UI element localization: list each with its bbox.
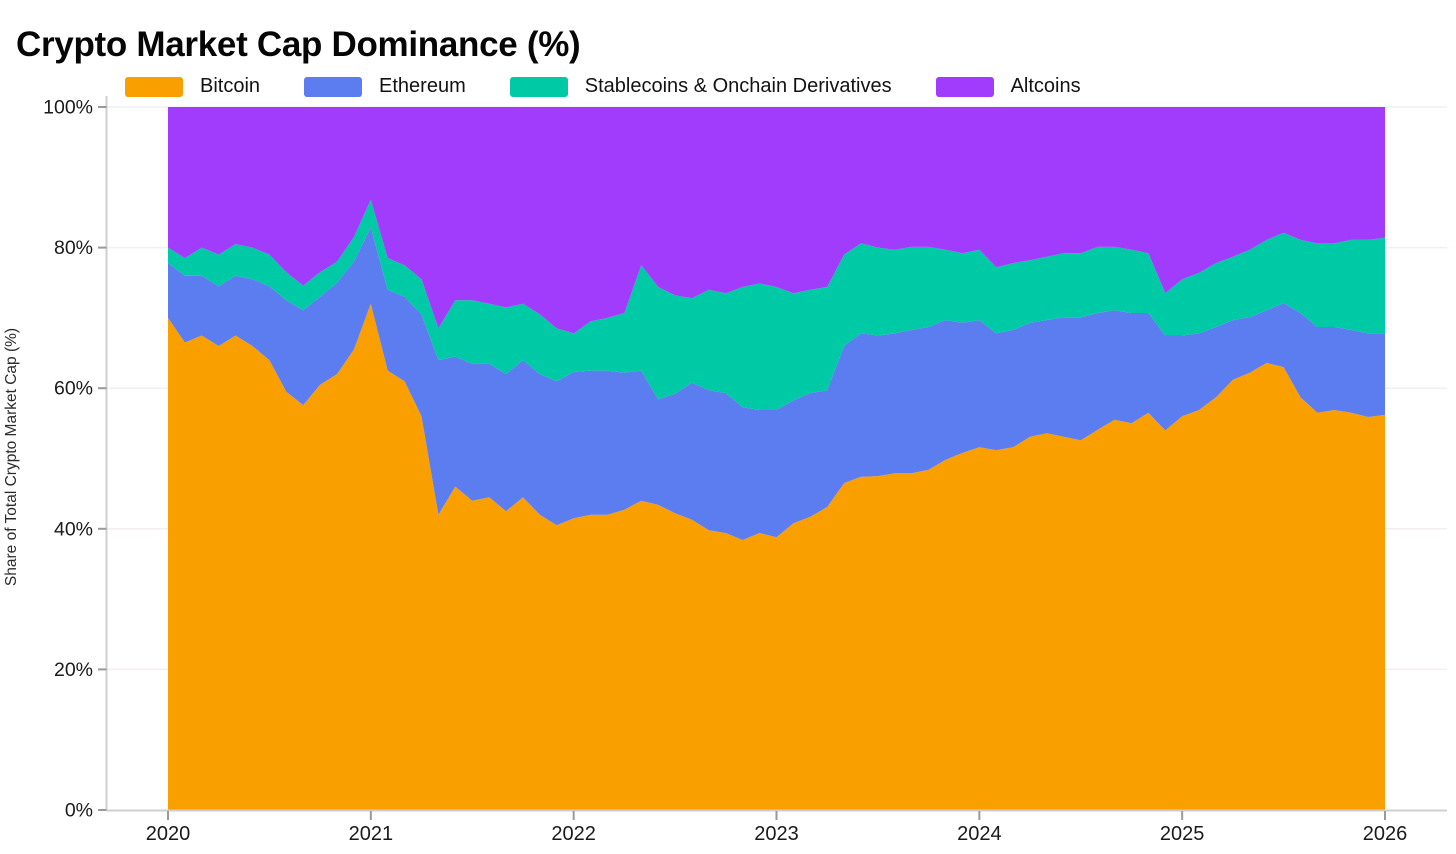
y-tick-label: 40% <box>54 518 93 540</box>
legend-swatch-icon <box>304 76 363 97</box>
x-tick-label: 2026 <box>1363 823 1408 845</box>
legend-item-stablecoins-onchain-derivatives: Stablecoins & Onchain Derivatives <box>509 75 892 98</box>
y-tick-label: 100% <box>43 97 93 119</box>
legend-label: Ethereum <box>379 75 466 97</box>
legend-item-bitcoin: Bitcoin <box>125 75 260 98</box>
legend-swatch-icon <box>935 76 994 97</box>
y-tick-label: 20% <box>54 659 93 681</box>
y-tick-label: 80% <box>54 237 93 259</box>
legend-label: Stablecoins & Onchain Derivatives <box>584 75 892 97</box>
chart-title: Crypto Market Cap Dominance (%) <box>16 25 581 65</box>
legend-label: Altcoins <box>1010 75 1081 97</box>
area-altcoins <box>168 107 1385 334</box>
x-tick-label: 2021 <box>349 823 394 845</box>
y-axis-title: Share of Total Crypto Market Cap (%) <box>3 328 20 586</box>
area-bitcoin <box>168 303 1385 810</box>
legend-item-ethereum: Ethereum <box>304 75 466 98</box>
x-tick-label: 2024 <box>957 823 1002 845</box>
x-tick-label: 2022 <box>551 823 596 845</box>
x-tick-label: 2020 <box>146 823 191 845</box>
legend-item-altcoins: Altcoins <box>935 75 1081 98</box>
y-tick-label: 60% <box>54 378 93 400</box>
legend-label: Bitcoin <box>200 75 261 97</box>
x-tick-label: 2025 <box>1160 823 1205 845</box>
x-tick-label: 2023 <box>754 823 799 845</box>
legend-swatch-icon <box>125 76 183 97</box>
y-tick-label: 0% <box>65 800 93 822</box>
legend-swatch-icon <box>509 76 568 97</box>
chart-legend: Bitcoin Ethereum Stablecoins & Onchain Der… <box>125 75 1081 98</box>
area-stablecoins-onchain-derivatives <box>168 199 1385 410</box>
area-ethereum <box>168 227 1385 540</box>
